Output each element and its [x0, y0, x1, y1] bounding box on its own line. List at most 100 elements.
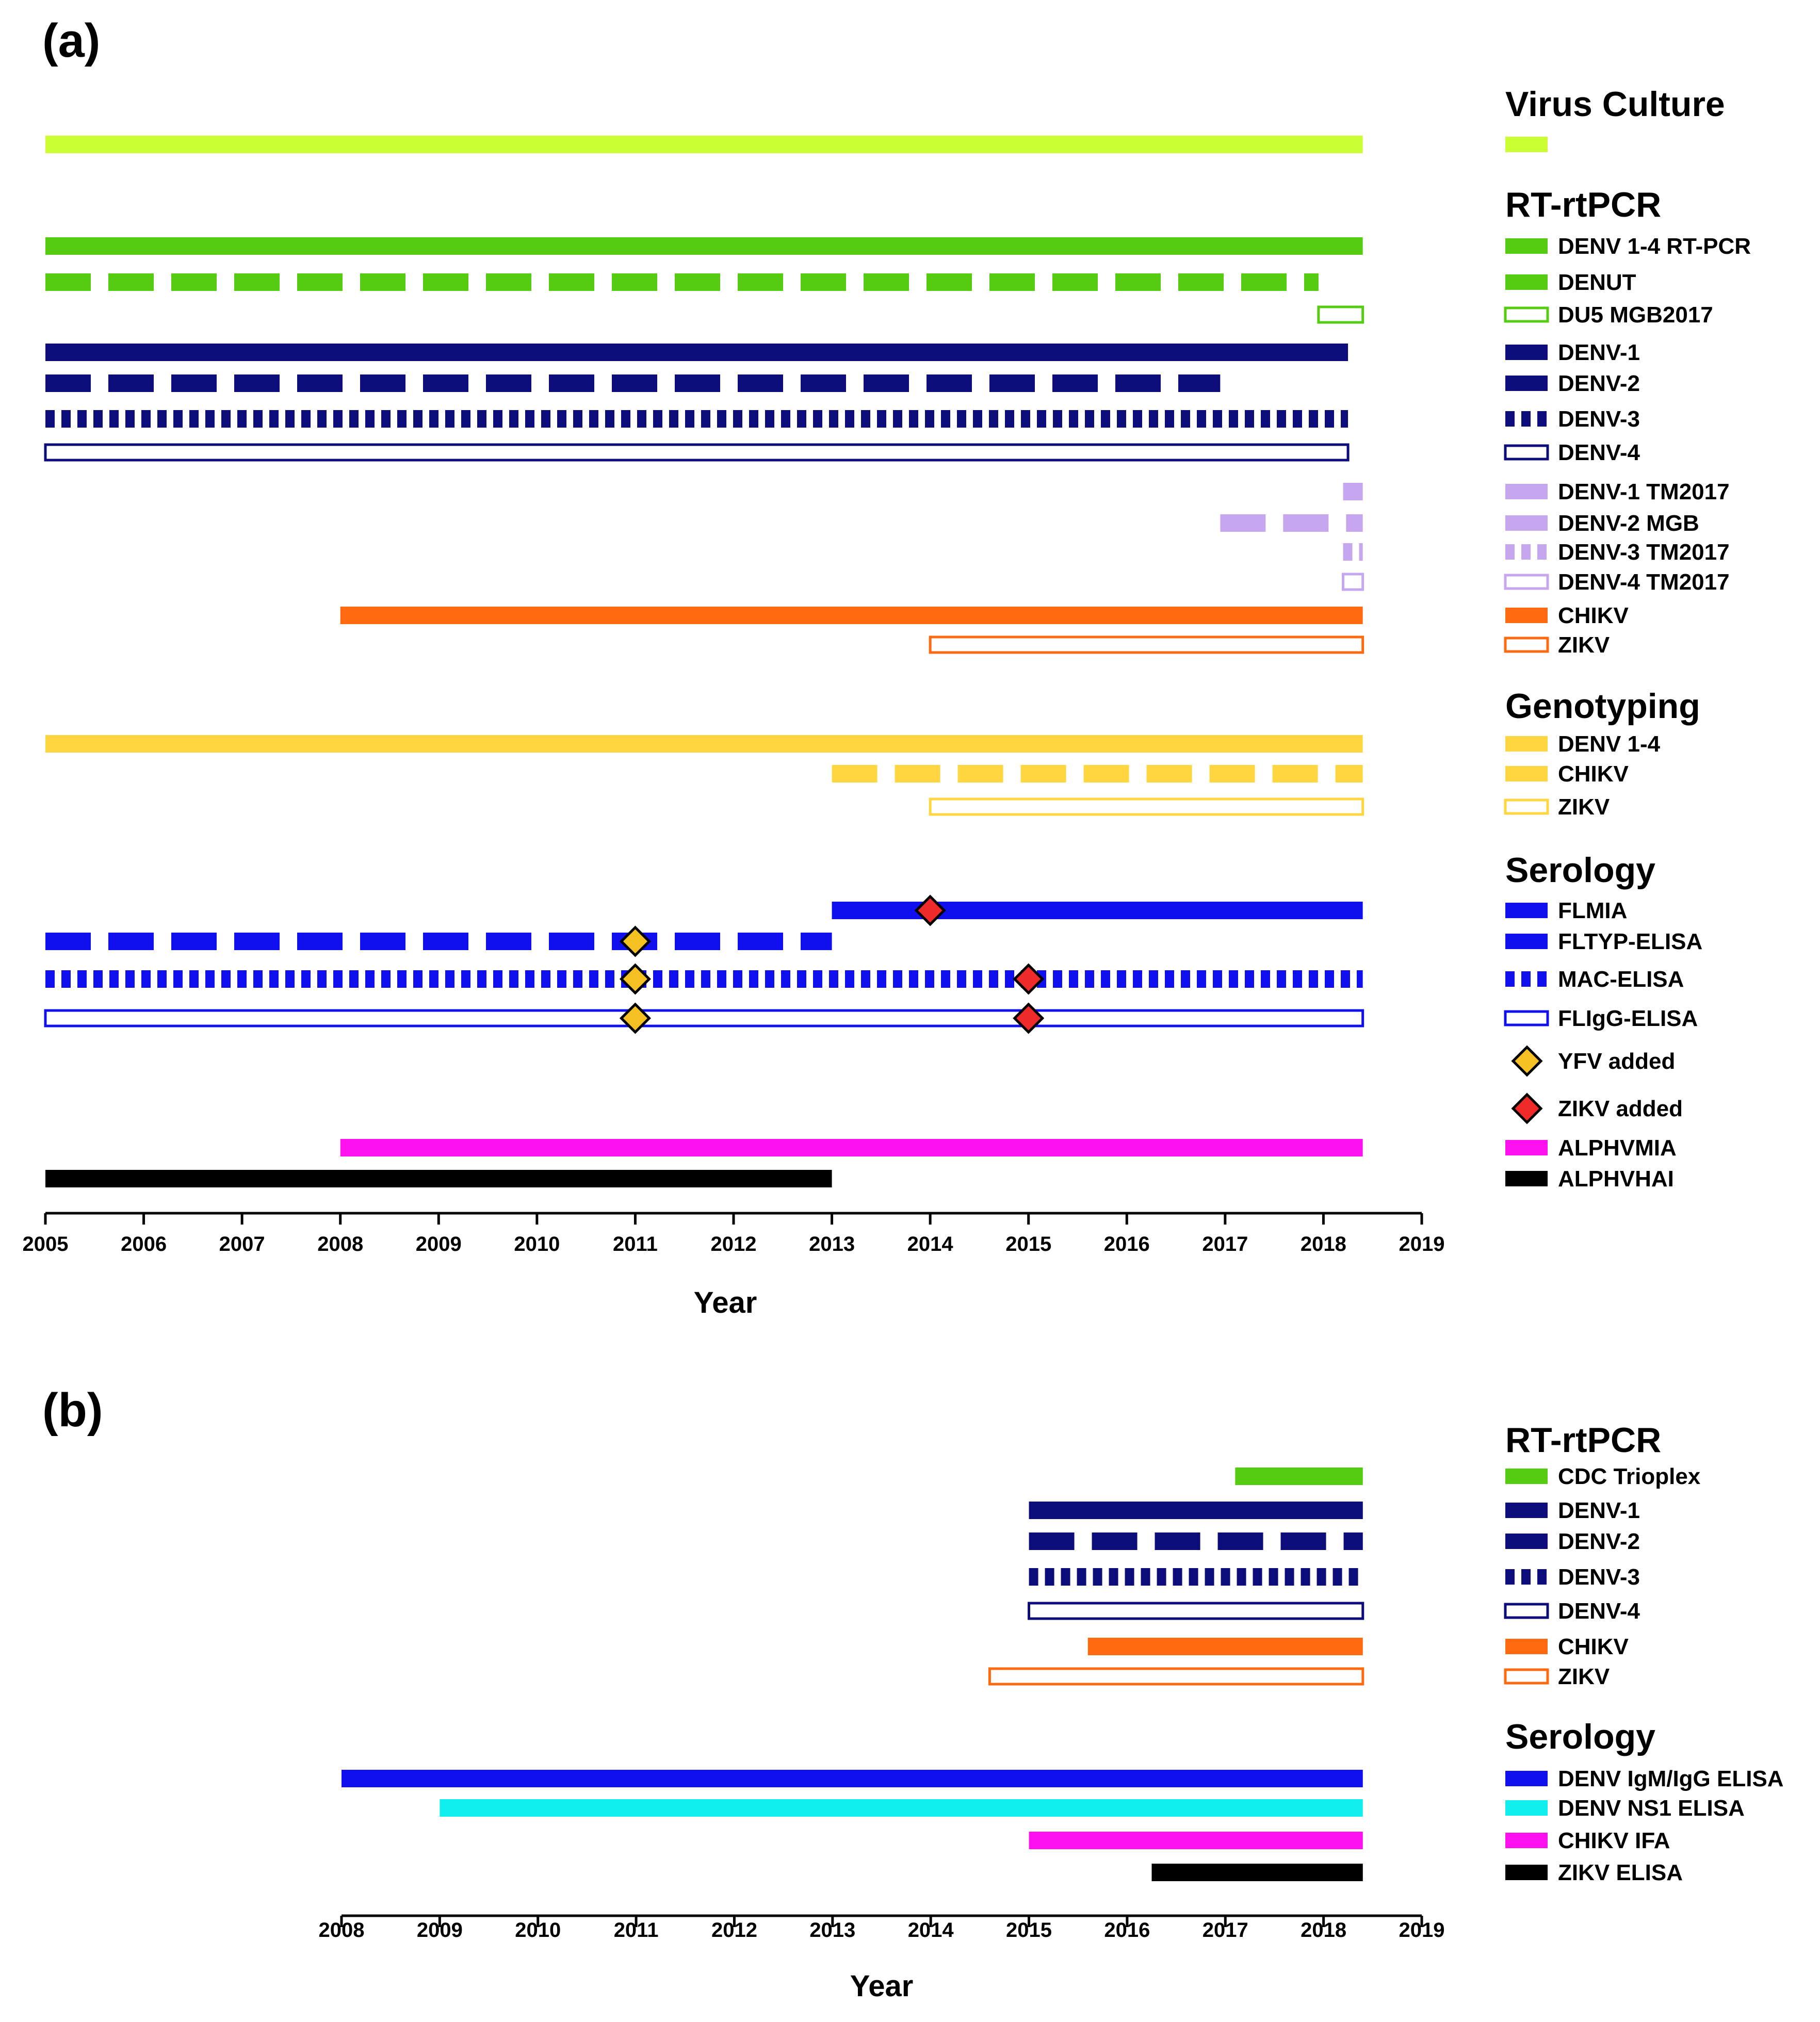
series-group: RT-rtPCR DENV 1-4 RT-PCR DENUT DU5 MGB2017 D…: [44, 185, 1751, 658]
x-tick-label: 2015: [1006, 1919, 1052, 1942]
legend-swatch: [1505, 1503, 1548, 1518]
event-marker: [619, 1002, 651, 1034]
legend-label: DENUT: [1558, 270, 1636, 295]
legend-swatch: [1504, 1010, 1549, 1026]
legend-swatch: [1504, 637, 1549, 653]
legend-marker-swatch: [1511, 1045, 1543, 1077]
timeline-bar: [1028, 1602, 1364, 1620]
timeline-bar: [1317, 305, 1364, 324]
x-tick-label: 2014: [907, 1233, 954, 1255]
legend-swatch: [1505, 544, 1548, 560]
legend-label: ZIKV: [1558, 794, 1610, 820]
x-tick-label: 2013: [809, 1233, 855, 1255]
series-group: Genotyping DENV 1-4 CHIKV ZIKV: [45, 687, 1700, 820]
legend-label: ZIKV ELISA: [1558, 1860, 1683, 1885]
timeline-bar: [1087, 1638, 1363, 1655]
legend-swatch: [1505, 137, 1548, 152]
legend-swatch: [1504, 306, 1549, 323]
x-tick-label: 2017: [1202, 1233, 1248, 1255]
legend-label: DENV-1: [1558, 1498, 1640, 1523]
legend-label: DENV-4: [1558, 1599, 1640, 1624]
x-tick-label: 2013: [809, 1919, 855, 1942]
legend-label: DENV-2 MGB: [1558, 511, 1699, 536]
event-marker: [1013, 963, 1045, 995]
legend-swatch: [1504, 1668, 1549, 1685]
series-group: Virus Culture: [45, 85, 1725, 153]
legend-swatch: [1505, 411, 1548, 427]
panel-a: (a) Virus Culture RT-rtPCR DENV 1-4 RT-PCR D…: [23, 14, 1751, 1319]
timeline-bar: [832, 765, 1363, 782]
legend-label: DENV 1-4 RT-PCR: [1558, 234, 1751, 259]
timeline-bar: [832, 902, 1363, 919]
timeline-bar: [340, 607, 1363, 624]
legend-label: DENV-2: [1558, 1529, 1640, 1554]
x-tick-label: 2017: [1203, 1919, 1248, 1942]
legend-swatch: [1505, 1469, 1548, 1484]
legend-label: FLMIA: [1558, 898, 1627, 923]
legend-label: DU5 MGB2017: [1558, 302, 1713, 328]
legend-label: ALPHVHAI: [1558, 1166, 1674, 1192]
event-marker: [1013, 1002, 1045, 1034]
timeline-bar: [44, 443, 1350, 462]
legend-group-title: Genotyping: [1505, 687, 1700, 726]
legend-swatch: [1505, 1140, 1548, 1155]
legend-group-title: Virus Culture: [1505, 85, 1725, 124]
legend-label: DENV IgM/IgG ELISA: [1558, 1766, 1784, 1791]
timeline-bar: [1029, 1568, 1363, 1586]
timeline-bar: [45, 344, 1348, 361]
legend-swatch: [1505, 1771, 1548, 1786]
x-tick-label: 2011: [614, 1919, 659, 1942]
timeline-bar: [45, 237, 1363, 255]
legend-swatch: [1505, 1800, 1548, 1816]
x-tick-label: 2006: [121, 1233, 167, 1255]
legend-label: DENV-3: [1558, 406, 1640, 432]
legend-swatch: [1505, 484, 1548, 499]
x-tick-label: 2005: [23, 1233, 69, 1255]
legend-swatch: [1505, 1833, 1548, 1848]
legend-group-title: Serology: [1505, 1717, 1655, 1756]
x-tick-label: 2010: [514, 1233, 560, 1255]
timeline-bar: [45, 1170, 832, 1187]
legend-label: CHIKV: [1558, 603, 1629, 628]
legend-group-title: RT-rtPCR: [1505, 1421, 1661, 1460]
legend-label: DENV-3: [1558, 1564, 1640, 1590]
timeline-bar: [988, 1667, 1364, 1686]
legend-swatch: [1505, 903, 1548, 918]
legend-label: MAC-ELISA: [1558, 967, 1684, 992]
timeline-bar: [45, 374, 1221, 392]
x-tick-label: 2015: [1005, 1233, 1051, 1255]
legend-label: DENV-1 TM2017: [1558, 479, 1730, 504]
x-tick-label: 2009: [416, 1233, 462, 1255]
timeline-bar: [929, 797, 1364, 816]
timeline-bar: [929, 635, 1364, 654]
timeline-bar: [44, 1009, 1364, 1028]
x-tick-label: 2018: [1301, 1919, 1346, 1942]
legend-swatch: [1505, 1569, 1548, 1585]
legend-swatch: [1505, 1534, 1548, 1549]
legend-label: DENV-4: [1558, 440, 1640, 465]
event-marker: [914, 894, 946, 926]
legend-label: DENV-4 TM2017: [1558, 569, 1730, 595]
legend-marker-swatch: [1511, 1092, 1543, 1124]
legend-label: DENV-2: [1558, 371, 1640, 396]
x-axis-title: Year: [694, 1286, 757, 1319]
legend-swatch: [1505, 971, 1548, 987]
timeline-bar: [45, 410, 1348, 428]
legend-swatch: [1504, 1603, 1549, 1619]
legend-label: CDC Trioplex: [1558, 1464, 1701, 1489]
legend-swatch: [1505, 515, 1548, 531]
legend-label: ZIKV: [1558, 632, 1610, 658]
legend-label: FLTYP-ELISA: [1558, 929, 1702, 954]
x-tick-label: 2008: [317, 1233, 363, 1255]
event-marker: [619, 963, 651, 995]
timeline-bar: [45, 273, 1319, 291]
panel-label: (a): [42, 14, 100, 67]
legend-label: YFV added: [1558, 1049, 1675, 1074]
x-tick-label: 2008: [319, 1919, 365, 1942]
series-group: RT-rtPCR CDC Trioplex DENV-1 DENV-2 DENV-3 DE…: [988, 1421, 1701, 1689]
x-tick-label: 2016: [1104, 1233, 1150, 1255]
series-group: Serology FLMIA FLTYP-ELISA MAC-ELISA FLIgG-E…: [44, 851, 1702, 1192]
legend-label: CHIKV: [1558, 761, 1629, 787]
legend-swatch: [1504, 444, 1549, 461]
x-tick-label: 2009: [417, 1919, 463, 1942]
